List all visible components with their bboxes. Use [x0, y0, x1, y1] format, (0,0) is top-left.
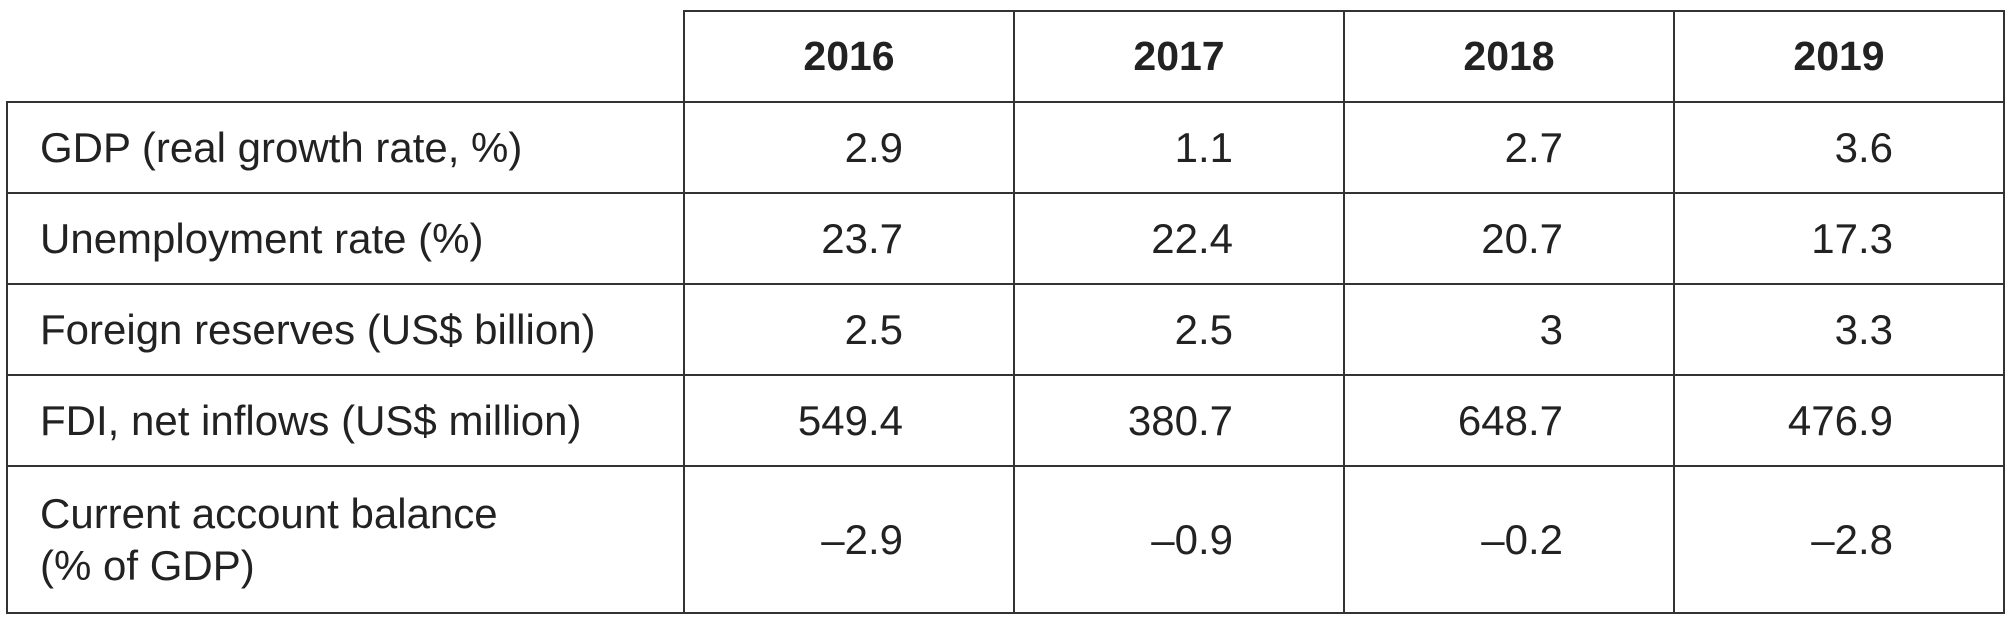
table-cell: –0.2	[1343, 465, 1675, 614]
table-cell: 23.7	[683, 192, 1015, 285]
table-cell: 3.3	[1673, 283, 2005, 376]
row-label-line-1: Current account balance	[40, 490, 498, 538]
table-cell: 3.6	[1673, 101, 2005, 194]
table-cell: 476.9	[1673, 374, 2005, 467]
table-cell: 380.7	[1013, 374, 1345, 467]
table-cell: 3	[1343, 283, 1675, 376]
column-header-2018: 2018	[1343, 10, 1675, 103]
empty-corner-cell	[7, 11, 685, 103]
column-header-2019: 2019	[1673, 10, 2005, 103]
column-header-2017: 2017	[1013, 10, 1345, 103]
row-label: Current account balance (% of GDP)	[6, 465, 685, 614]
table-row-unemployment: Unemployment rate (%) 23.7 22.4 20.7 17.…	[6, 192, 2005, 285]
table-row-foreign-reserves: Foreign reserves (US$ billion) 2.5 2.5 3…	[6, 283, 2005, 376]
row-label: Unemployment rate (%)	[6, 192, 685, 285]
table-cell: –2.9	[683, 465, 1015, 614]
table-cell: 2.9	[683, 101, 1015, 194]
table-row-gdp: GDP (real growth rate, %) 2.9 1.1 2.7 3.…	[6, 101, 2005, 194]
table-cell: 20.7	[1343, 192, 1675, 285]
table-row-current-account: Current account balance (% of GDP) –2.9 …	[6, 465, 2005, 614]
table-cell: 2.5	[683, 283, 1015, 376]
column-header-2016: 2016	[683, 10, 1015, 103]
table-cell: 22.4	[1013, 192, 1345, 285]
table-cell: 1.1	[1013, 101, 1345, 194]
table-cell: 549.4	[683, 374, 1015, 467]
row-label: GDP (real growth rate, %)	[6, 101, 685, 194]
table-cell: 648.7	[1343, 374, 1675, 467]
table-row-fdi: FDI, net inflows (US$ million) 549.4 380…	[6, 374, 2005, 467]
row-label-line-2: (% of GDP)	[40, 541, 255, 589]
row-label: FDI, net inflows (US$ million)	[6, 374, 685, 467]
economic-indicators-table: 2016 2017 2018 2019 GDP (real growth rat…	[6, 10, 2005, 614]
row-label: Foreign reserves (US$ billion)	[6, 283, 685, 376]
table-cell: 17.3	[1673, 192, 2005, 285]
header-row: 2016 2017 2018 2019	[7, 10, 2005, 103]
table-cell: –2.8	[1673, 465, 2005, 614]
table-cell: 2.5	[1013, 283, 1345, 376]
table-cell: 2.7	[1343, 101, 1675, 194]
table-cell: –0.9	[1013, 465, 1345, 614]
